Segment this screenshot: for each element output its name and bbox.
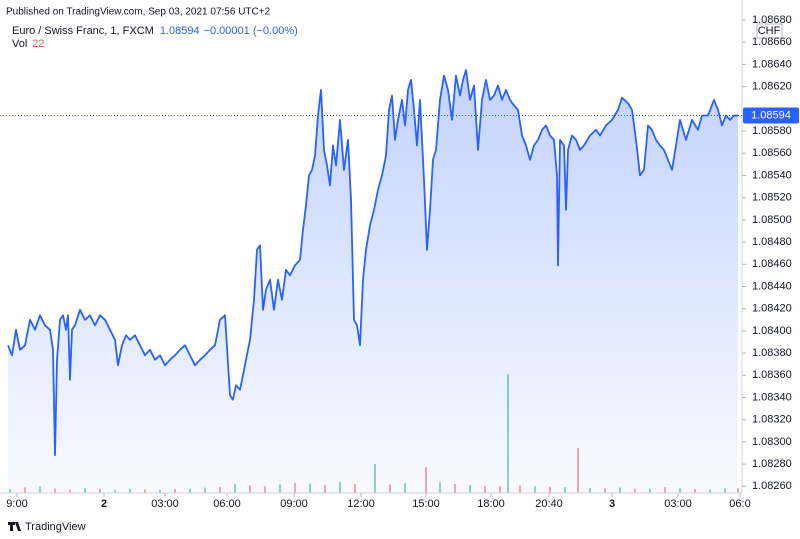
area-fill [8, 70, 738, 493]
y-tick-label: 1.08580 [752, 125, 792, 137]
x-tick-label: 03:00 [664, 498, 692, 510]
x-tick-label: 2 [101, 498, 107, 510]
x-tick-label: 9:00 [6, 498, 27, 510]
volume-label: Vol [12, 38, 27, 50]
y-tick-label: 1.08420 [752, 303, 792, 315]
brand: TradingView [25, 521, 86, 533]
y-tick-label: 1.08660 [752, 36, 792, 48]
y-tick-label: 1.08280 [752, 458, 792, 470]
symbol-legend: Euro / Swiss Franc, 1, FXCM 1.08594 −0.000… [12, 25, 298, 37]
volume-value: 22 [32, 38, 44, 50]
x-tick-label: 12:00 [347, 498, 375, 510]
x-tick-label: 3 [609, 498, 615, 510]
y-tick-label: 1.08300 [752, 436, 792, 448]
y-tick-label: 1.08500 [752, 214, 792, 226]
brand-logo [8, 522, 21, 531]
y-tick-label: 1.08540 [752, 169, 792, 181]
x-tick-label: 18:00 [477, 498, 505, 510]
y-tick-label: 1.08520 [752, 192, 792, 204]
y-tick-label: 1.08560 [752, 147, 792, 159]
last-price-label: 1.08594 [751, 109, 791, 121]
x-tick-label: 09:00 [280, 498, 308, 510]
last-price-box [743, 107, 799, 124]
legend-change: −0.00001 (−0.00%) [204, 25, 298, 37]
symbol: Euro / Swiss Franc, 1, FXCM [12, 25, 154, 37]
y-tick-label: 1.08340 [752, 391, 792, 403]
x-tick-label: 20:40 [535, 498, 563, 510]
x-tick-label: 15:00 [412, 498, 440, 510]
volume-legend: Vol 22 [12, 38, 45, 50]
y-tick-label: 1.08260 [752, 480, 792, 492]
x-tick-label: 06:0 [729, 498, 750, 510]
y-tick-label: 1.08480 [752, 236, 792, 248]
y-tick-label: 1.08460 [752, 258, 792, 270]
legend-price: 1.08594 [160, 25, 200, 37]
y-tick-label: 1.08320 [752, 414, 792, 426]
y-tick-label: 1.08620 [752, 81, 792, 93]
y-tick-label: 1.08360 [752, 369, 792, 381]
price-line [7, 69, 738, 457]
x-tick-label: 06:00 [213, 498, 241, 510]
plot-area [7, 69, 739, 493]
published-note: Published on TradingView.com, Sep 03, 20… [6, 7, 271, 18]
y-tick-label: 1.08440 [752, 280, 792, 292]
currency-box [756, 23, 783, 39]
y-tick-label: 1.08400 [752, 325, 792, 337]
currency: CHF [758, 25, 781, 37]
y-tick-label: 1.08380 [752, 347, 792, 359]
y-tick-label: 1.08640 [752, 58, 792, 70]
y-tick-label: 1.08680 [752, 14, 792, 26]
x-tick-label: 03:00 [151, 498, 179, 510]
